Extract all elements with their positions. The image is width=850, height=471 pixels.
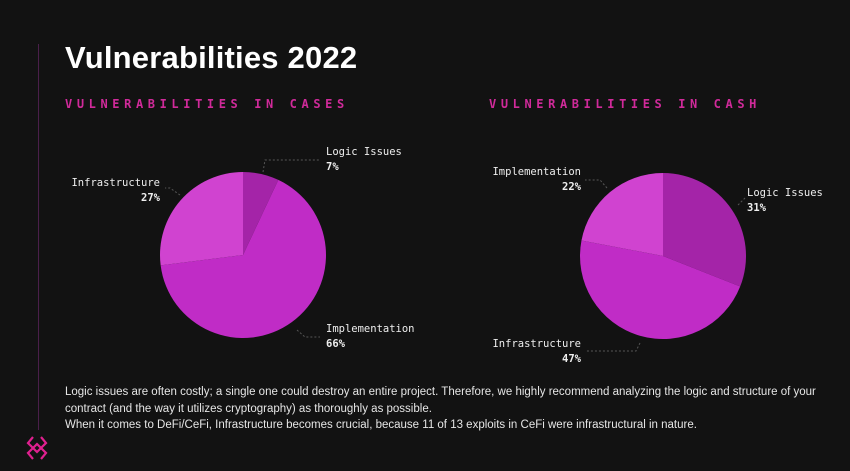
chart-title-cash: VULNERABILITIES IN CASH <box>489 97 761 111</box>
pie-cases <box>160 171 327 339</box>
label-cash-impl: Implementation 22% <box>492 166 581 193</box>
pie-slice-implementation <box>581 173 663 256</box>
page-title: Vulnerabilities 2022 <box>65 40 358 75</box>
pie-slice-logic-issues <box>663 173 746 287</box>
pie-slice-infrastructure <box>580 240 741 340</box>
accent-divider <box>38 44 39 430</box>
label-cash-infra: Infrastructure 47% <box>492 338 581 365</box>
leader-cash-infra <box>585 342 641 352</box>
pie-cash <box>580 173 746 340</box>
leader-cases-impl <box>296 329 320 338</box>
chart-title-cases: VULNERABILITIES IN CASES <box>65 97 349 111</box>
leader-cases-infra <box>165 187 181 196</box>
footnote: Logic issues are often costly; a single … <box>65 384 825 434</box>
label-cases-logic: Logic Issues 7% <box>326 146 402 173</box>
pie-slice-infrastructure <box>160 171 243 266</box>
footnote-line-2: When it comes to DeFi/CeFi, Infrastructu… <box>65 419 697 431</box>
label-cases-impl: Implementation 66% <box>326 323 415 350</box>
leader-lines <box>165 159 746 352</box>
label-cash-logic: Logic Issues 31% <box>747 187 823 214</box>
pie-slice-logic-issues <box>243 172 279 255</box>
label-cases-infra: Infrastructure 27% <box>71 177 160 204</box>
brand-logo-icon <box>26 436 48 460</box>
leader-cash-impl <box>585 179 608 189</box>
leader-cash-logic <box>737 197 746 206</box>
pie-slice-implementation <box>160 179 327 339</box>
leader-cases-logic <box>262 159 320 173</box>
footnote-line-1: Logic issues are often costly; a single … <box>65 386 816 415</box>
